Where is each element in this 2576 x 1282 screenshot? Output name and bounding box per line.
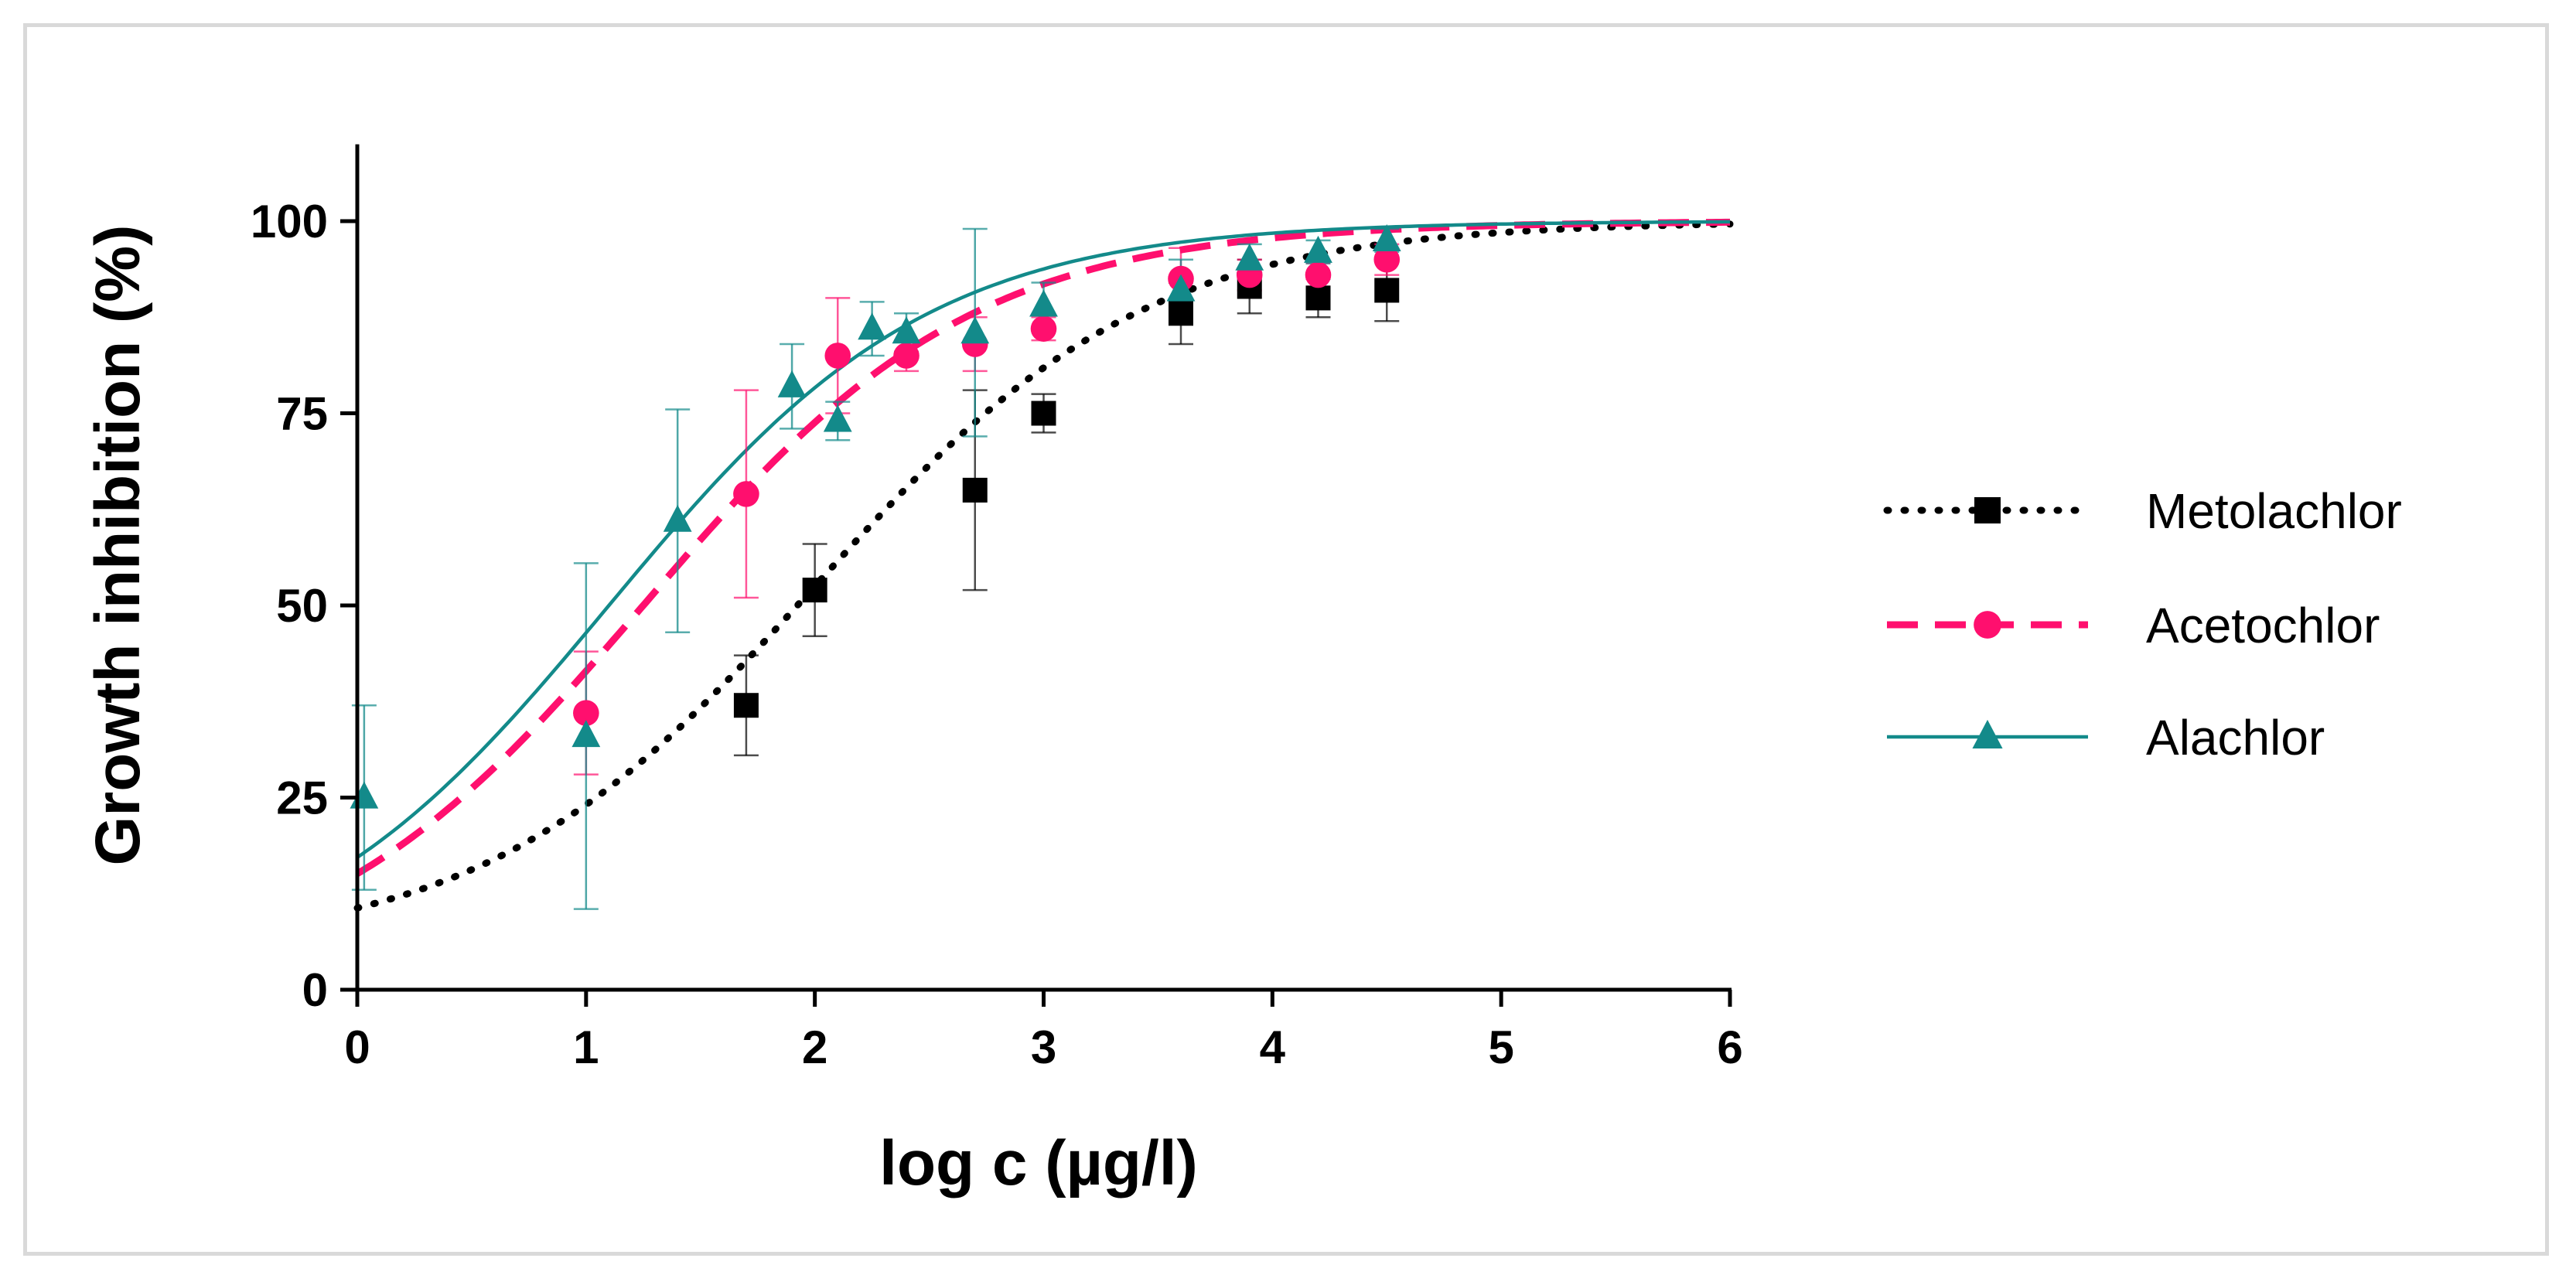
- point-acetochlor: [893, 343, 920, 369]
- point-metolachlor: [1305, 285, 1331, 311]
- point-metolachlor: [1169, 301, 1193, 326]
- point-alachlor: [350, 781, 379, 809]
- point-acetochlor: [1373, 246, 1401, 273]
- point-alachlor: [960, 316, 990, 344]
- y-tick-label: 100: [251, 196, 328, 247]
- x-tick-label: 0: [344, 1021, 370, 1073]
- axes: [340, 144, 1732, 1007]
- point-alachlor: [1029, 289, 1058, 317]
- point-alachlor: [571, 720, 601, 748]
- point-alachlor: [1235, 243, 1264, 271]
- x-tick-label: 6: [1717, 1021, 1742, 1073]
- x-tick-label: 5: [1488, 1021, 1513, 1073]
- point-acetochlor: [824, 343, 851, 369]
- legend-marker-alachlor: [1972, 719, 2003, 748]
- legend-marker-metolachlor: [1974, 497, 2001, 523]
- point-metolachlor: [802, 578, 827, 603]
- x-axis-title: log c (µg/l): [879, 1128, 1198, 1198]
- legend-label-metolachlor: Metolachlor: [2146, 483, 2402, 539]
- y-tick-label: 25: [276, 772, 328, 824]
- point-metolachlor: [1374, 278, 1400, 303]
- x-tick-label: 1: [573, 1021, 599, 1073]
- point-metolachlor: [962, 477, 988, 503]
- figure-frame: [23, 23, 2549, 1256]
- point-metolachlor: [1031, 401, 1056, 426]
- legend-marker-acetochlor: [1974, 611, 2001, 639]
- point-acetochlor: [1305, 261, 1332, 288]
- point-alachlor: [777, 370, 807, 397]
- x-tick-label: 4: [1260, 1021, 1286, 1073]
- point-metolachlor: [733, 693, 759, 718]
- y-tick-label: 0: [302, 964, 328, 1016]
- x-tick-label: 3: [1031, 1021, 1056, 1073]
- legend: Metolachlor Acetochlor Alachlor: [1883, 483, 2402, 765]
- y-tick-label: 50: [276, 580, 328, 632]
- point-alachlor: [663, 504, 692, 532]
- point-alachlor: [1372, 224, 1401, 251]
- point-acetochlor: [733, 481, 759, 507]
- legend-label-acetochlor: Acetochlor: [2146, 598, 2380, 653]
- point-alachlor: [858, 312, 887, 340]
- point-alachlor: [892, 316, 921, 344]
- y-axis-title: Growth inhibition (%): [83, 225, 153, 866]
- y-tick-label: 75: [276, 388, 328, 440]
- point-alachlor: [1166, 274, 1196, 302]
- legend-label-alachlor: Alachlor: [2146, 710, 2325, 765]
- point-alachlor: [1304, 235, 1332, 263]
- point-acetochlor: [573, 700, 599, 726]
- x-tick-label: 2: [802, 1021, 827, 1073]
- point-acetochlor: [1030, 315, 1057, 342]
- tick-labels: 0 1 2 3 4 5 6 0 25 50 75 100: [251, 196, 1743, 1073]
- point-alachlor: [823, 404, 852, 432]
